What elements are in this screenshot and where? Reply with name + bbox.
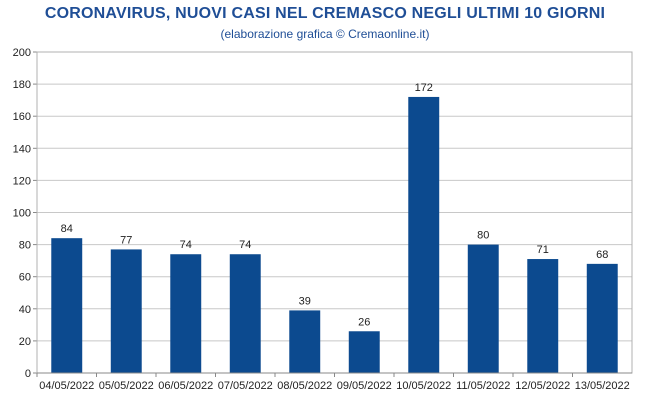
data-labels-group: 84 77 74 74 39 26 172 80 71 68: [61, 82, 609, 328]
axes: [33, 51, 633, 377]
data-label: 71: [537, 244, 549, 256]
data-label: 74: [180, 239, 192, 251]
y-tick-label: 100: [13, 208, 31, 220]
y-tick-label: 80: [19, 240, 31, 252]
data-label: 84: [61, 223, 73, 235]
bar: [467, 244, 499, 373]
y-tick-label: 140: [13, 143, 31, 155]
y-tick-label: 180: [13, 79, 31, 91]
bar: [229, 254, 261, 373]
bar: [170, 254, 202, 373]
x-tick-label: 07/05/2022: [218, 380, 273, 392]
x-tick-label: 12/05/2022: [515, 380, 570, 392]
data-label: 172: [415, 82, 433, 94]
x-tick-label: 06/05/2022: [158, 380, 213, 392]
data-label: 74: [239, 239, 251, 251]
x-tick-label: 10/05/2022: [396, 380, 451, 392]
x-tick-label: 05/05/2022: [99, 380, 154, 392]
y-tick-label: 60: [19, 272, 31, 284]
y-tick-label: 40: [19, 304, 31, 316]
data-label: 26: [358, 316, 370, 328]
chart-subtitle: (elaborazione grafica © Cremaonline.it): [220, 27, 430, 41]
y-tick-label: 0: [25, 368, 31, 380]
bar: [110, 249, 142, 373]
bar: [289, 310, 321, 373]
bar: [586, 263, 618, 373]
data-label: 77: [120, 234, 132, 246]
bar: [51, 238, 83, 373]
y-tick-label: 20: [19, 336, 31, 348]
x-tick-label: 13/05/2022: [575, 380, 630, 392]
x-tick-label: 11/05/2022: [456, 380, 510, 392]
chart-title: CORONAVIRUS, NUOVI CASI NEL CREMASCO NEG…: [44, 5, 606, 22]
y-tick-label: 200: [13, 47, 31, 59]
y-tick-label: 160: [13, 111, 31, 123]
bar: [348, 331, 380, 373]
bar: [527, 259, 559, 373]
y-axis-labels: 0 20 40 60 80 100 120 140 160 180 200: [13, 47, 31, 380]
bars-group: [51, 96, 618, 373]
x-tick-label: 04/05/2022: [39, 380, 94, 392]
x-axis-labels: 04/05/2022 05/05/2022 06/05/2022 07/05/2022…: [39, 380, 630, 392]
data-label: 68: [596, 249, 608, 261]
x-tick-label: 08/05/2022: [277, 380, 332, 392]
y-tick-label: 120: [13, 175, 31, 187]
bar: [408, 96, 440, 373]
data-label: 39: [299, 295, 311, 307]
data-label: 80: [477, 230, 489, 242]
x-tick-label: 09/05/2022: [337, 380, 392, 392]
